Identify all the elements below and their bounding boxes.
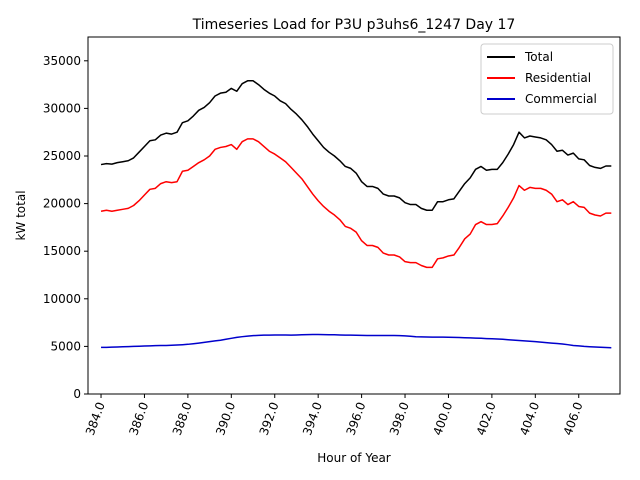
chart-title: Timeseries Load for P3U p3uhs6_1247 Day …: [192, 17, 516, 33]
y-tick-label: 35000: [43, 54, 81, 68]
legend-label-residential: Residential: [525, 71, 591, 85]
y-tick-label: 0: [73, 387, 81, 401]
series-line-total: [100, 80, 612, 212]
series-line-residential: [100, 138, 612, 269]
y-tick-label: 5000: [50, 339, 81, 353]
x-axis-title: Hour of Year: [317, 451, 391, 465]
plot-area-frame: [87, 36, 621, 395]
y-tick-label: 10000: [43, 292, 81, 306]
y-axis-title: kW total: [14, 190, 28, 240]
y-axis: 0 5000 10000 15000 20000 25000 30000 35000: [43, 54, 88, 401]
legend-label-total: Total: [524, 50, 553, 64]
series-line-commercial: [101, 333, 612, 349]
y-tick-label: 25000: [43, 149, 81, 163]
y-tick-label: 30000: [43, 101, 81, 115]
legend: Total Residential Commercial: [480, 43, 614, 115]
y-tick-label: 20000: [43, 197, 81, 211]
legend-label-commercial: Commercial: [525, 92, 597, 106]
legend-frame: [480, 43, 614, 115]
series-layer: [100, 80, 612, 349]
y-tick-label: 15000: [43, 244, 81, 258]
